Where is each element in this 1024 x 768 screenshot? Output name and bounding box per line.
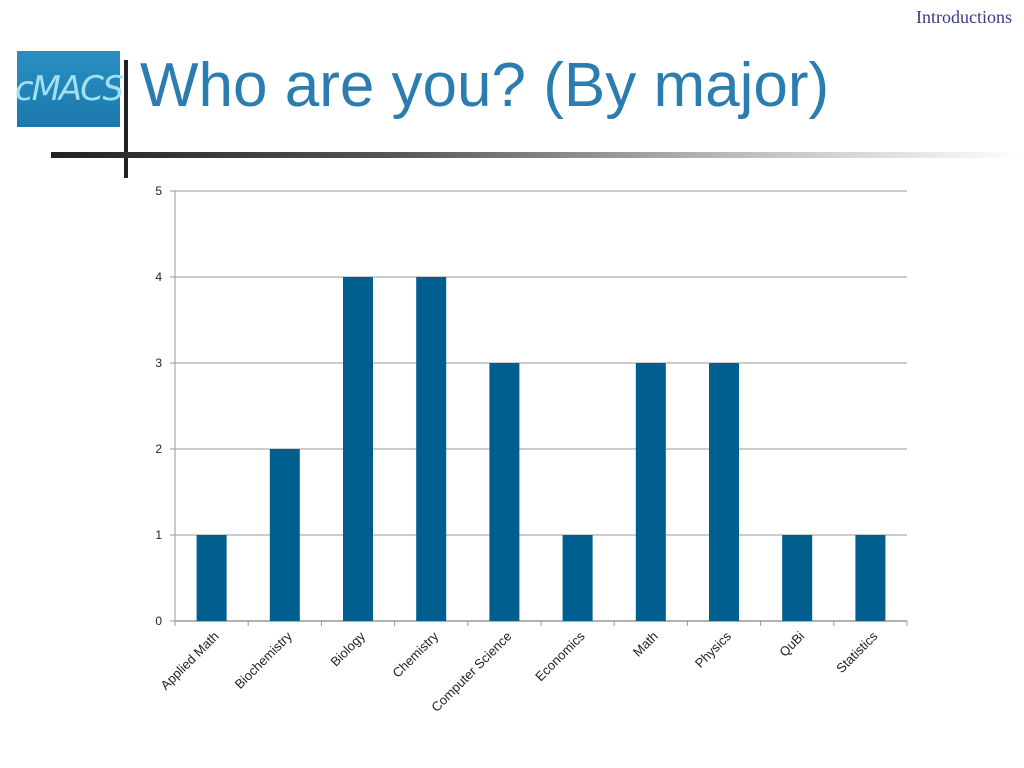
bar-applied-math [196,535,227,621]
bar-economics [562,535,593,621]
bar-chemistry [416,277,447,621]
y-tick-label: 0 [155,614,162,628]
y-tick-label: 3 [155,356,162,370]
y-tick-label: 1 [155,528,162,542]
bar-computer-science [489,363,520,621]
x-tick-label: Biology [327,628,368,669]
x-tick-label: Biochemistry [232,628,296,692]
x-tick-label: Chemistry [389,628,441,680]
cmacs-logo: cMACS [15,51,124,127]
bar-math [635,363,666,621]
section-label: Introductions [916,7,1012,27]
x-tick-label: Math [630,629,661,660]
x-tick-label: QuBi [776,628,807,659]
x-tick-label: Statistics [833,628,881,676]
x-tick-label: Economics [532,628,588,684]
divider-vertical [124,60,128,178]
y-tick-label: 4 [155,270,162,284]
x-tick-label: Computer Science [428,629,514,715]
y-tick-label: 2 [155,442,162,456]
bar-physics [709,363,739,621]
bar-statistics [855,535,886,621]
y-tick-label: 5 [155,184,162,198]
slide-title: Who are you? (By major) [140,51,830,120]
x-tick-label: Applied Math [157,629,221,693]
bar-biology [343,277,373,621]
bar-biochemistry [269,449,300,621]
divider-horizontal [51,152,1024,158]
bar-qubi [782,535,813,621]
x-tick-label: Physics [692,628,735,671]
